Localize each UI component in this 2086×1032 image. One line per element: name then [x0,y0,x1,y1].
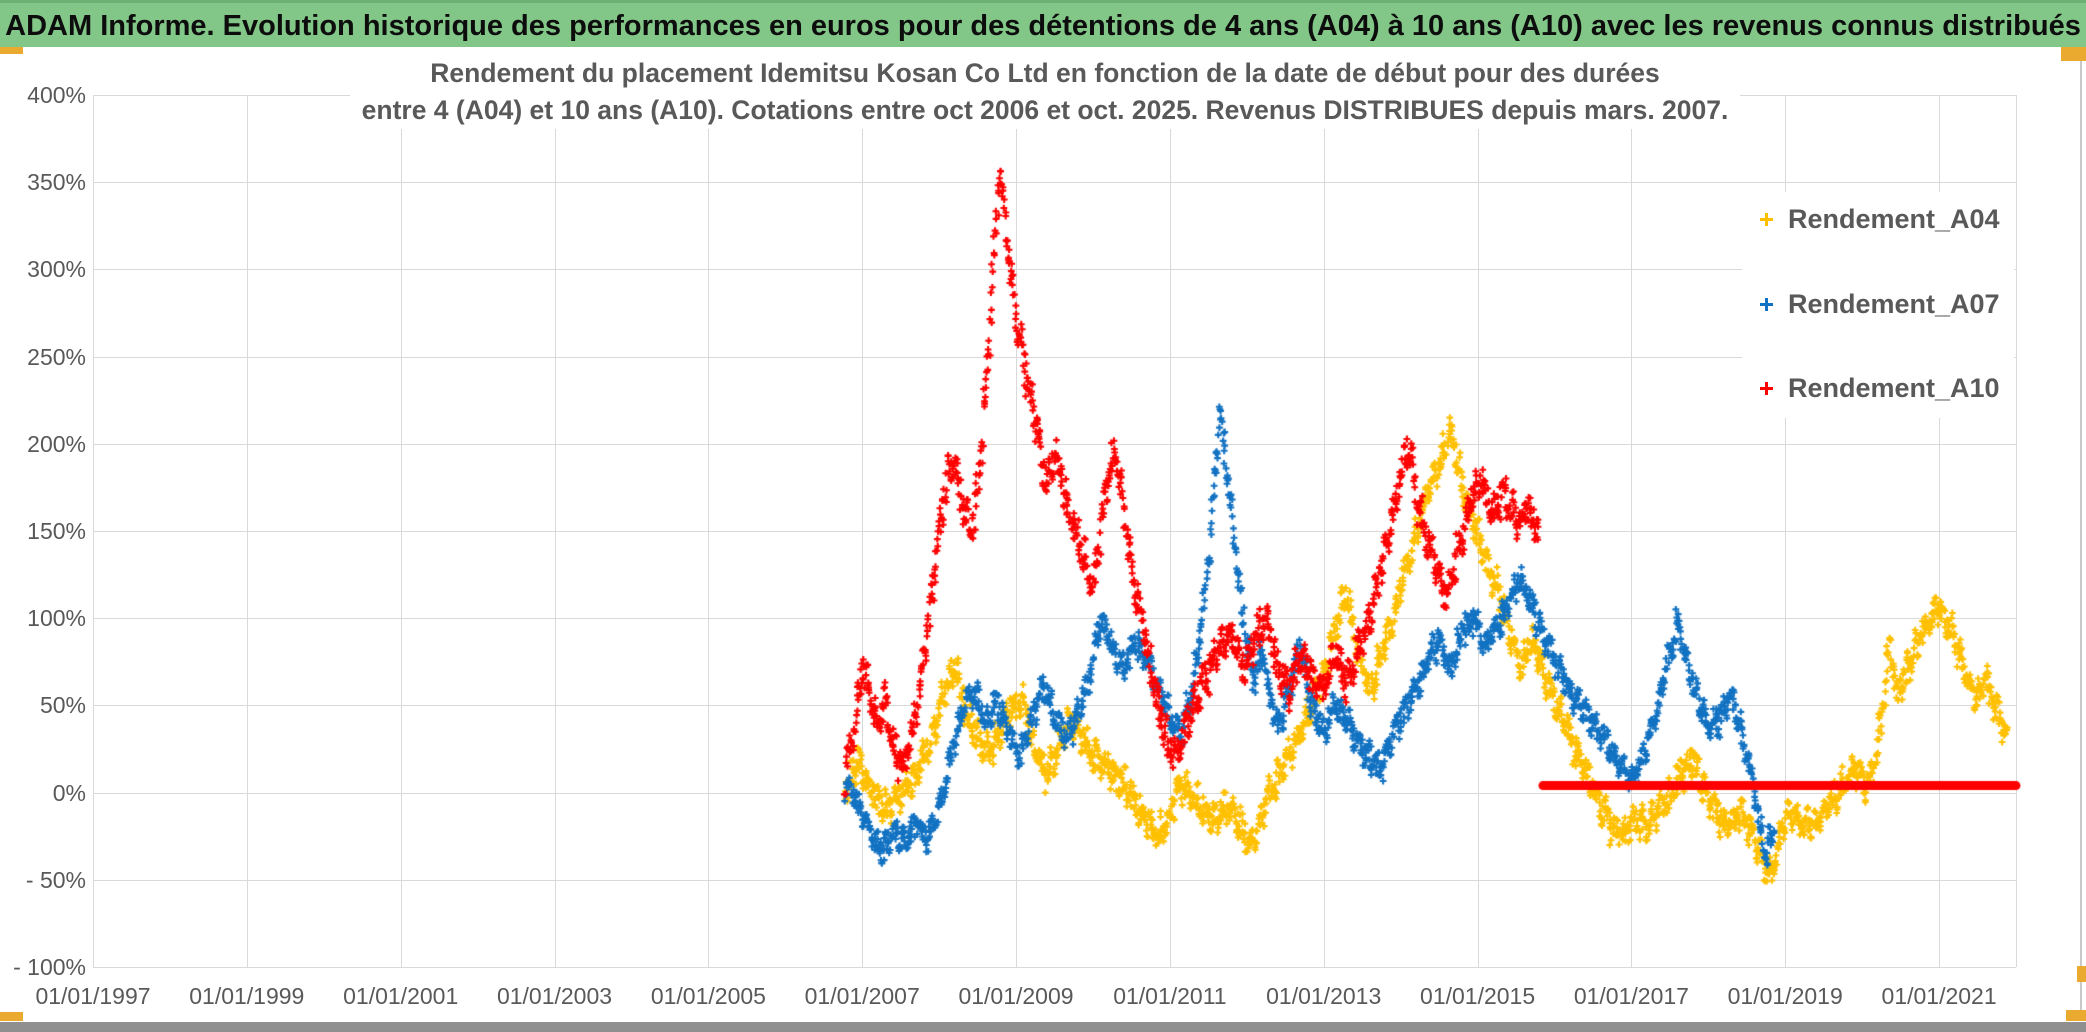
plus-marker-icon [1760,297,1773,311]
legend-label-a04: Rendement_A04 [1788,204,2000,234]
bottom-edge-strip [0,1022,2086,1032]
corner-accent-bottom-right-edge [2066,1010,2086,1021]
corner-accent-bottom-right [2077,966,2086,982]
legend: Rendement_A04 Rendement_A07 Rendement_A1… [1742,192,2014,418]
legend-label-a07: Rendement_A07 [1788,288,2000,319]
chart-title-line1: Rendement du placement Idemitsu Kosan Co… [430,58,1660,88]
plus-marker-icon [1760,213,1773,226]
chart-title: Rendement du placement Idemitsu Kosan Co… [350,55,1740,129]
legend-item-rendement-a04[interactable]: Rendement_A04 [1742,204,2014,235]
corner-accent-bottom-left [0,1012,23,1021]
chart-title-line2: entre 4 (A04) et 10 ans (A10). Cotations… [361,95,1729,125]
plus-marker-icon [1760,382,1773,395]
corner-accent-top-left [0,47,23,54]
chart-right-border [2080,61,2082,1010]
page-title: ADAM Informe. Evolution historique des p… [5,10,2081,42]
header-bar: ADAM Informe. Evolution historique des p… [0,0,2086,47]
legend-item-rendement-a10[interactable]: Rendement_A10 [1742,373,2014,404]
legend-label-a10: Rendement_A10 [1788,373,2000,403]
legend-item-rendement-a07[interactable]: Rendement_A07 [1742,289,2014,320]
corner-accent-top-right [2061,47,2086,61]
